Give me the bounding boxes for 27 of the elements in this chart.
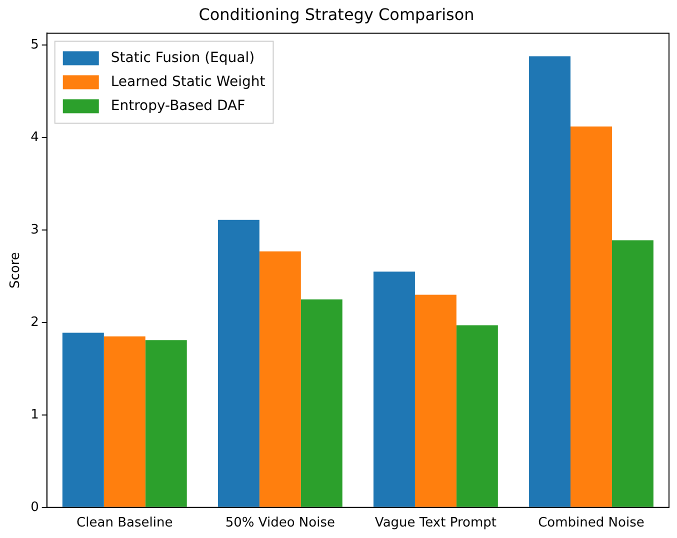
x-tick-label: Vague Text Prompt	[374, 516, 496, 531]
y-tick-label: 3	[30, 222, 39, 238]
y-tick-label: 4	[30, 130, 39, 146]
legend-label: Static Fusion (Equal)	[110, 50, 255, 66]
legend-label: Entropy-Based DAF	[110, 98, 246, 114]
bar	[259, 251, 301, 507]
legend-label: Learned Static Weight	[110, 74, 266, 90]
bar	[145, 340, 187, 507]
y-tick-label: 0	[30, 500, 39, 515]
x-tick-label: Combined Noise	[538, 516, 644, 531]
y-tick-label: 5	[30, 38, 39, 53]
bar	[529, 56, 570, 507]
bar	[300, 299, 342, 507]
bar	[570, 126, 612, 507]
x-tick-label: Clean Baseline	[76, 516, 173, 531]
chart-title: Conditioning Strategy Comparison	[198, 4, 474, 24]
bar	[414, 294, 456, 507]
bar	[456, 325, 498, 507]
bar	[218, 220, 260, 507]
bar	[612, 240, 654, 507]
y-axis-title: Score	[8, 252, 24, 289]
y-tick-label: 1	[30, 407, 39, 422]
bar	[104, 336, 146, 507]
bar	[62, 332, 104, 507]
bar	[373, 272, 415, 507]
x-tick-label: 50% Video Noise	[225, 516, 335, 531]
y-tick-label: 2	[30, 314, 39, 330]
